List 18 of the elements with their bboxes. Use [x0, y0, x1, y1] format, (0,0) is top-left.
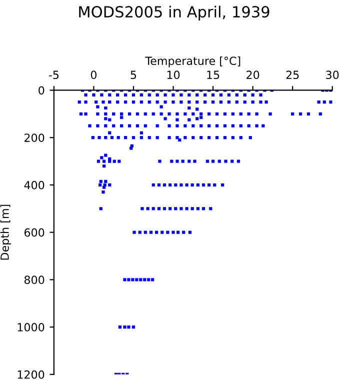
x-tick-label: 5	[130, 70, 136, 80]
x-tick-label: 15	[207, 70, 220, 80]
y-tick-label: 600	[24, 228, 44, 237]
x-tick-label: 10	[167, 70, 180, 80]
y-tick-label: 1000	[18, 323, 44, 332]
y-tick-label: 1200	[18, 370, 44, 379]
y-tick-label: 0	[38, 86, 44, 95]
chart-title: MODS2005 in April, 1939	[79, 6, 270, 21]
x-tick-label: 25	[286, 70, 299, 80]
y-tick-label: 400	[24, 180, 44, 190]
x-axis-title: Temperature [°C]	[145, 56, 240, 68]
y-tick-label: 200	[24, 134, 44, 142]
y-tick-label: 800	[24, 276, 44, 284]
x-tick-label: 0	[90, 70, 97, 80]
x-tick-label: 20	[246, 70, 260, 80]
x-tick-label: 30	[326, 70, 339, 80]
y-axis-title: Depth [m]	[0, 204, 12, 260]
x-tick-label: -5	[48, 70, 59, 80]
